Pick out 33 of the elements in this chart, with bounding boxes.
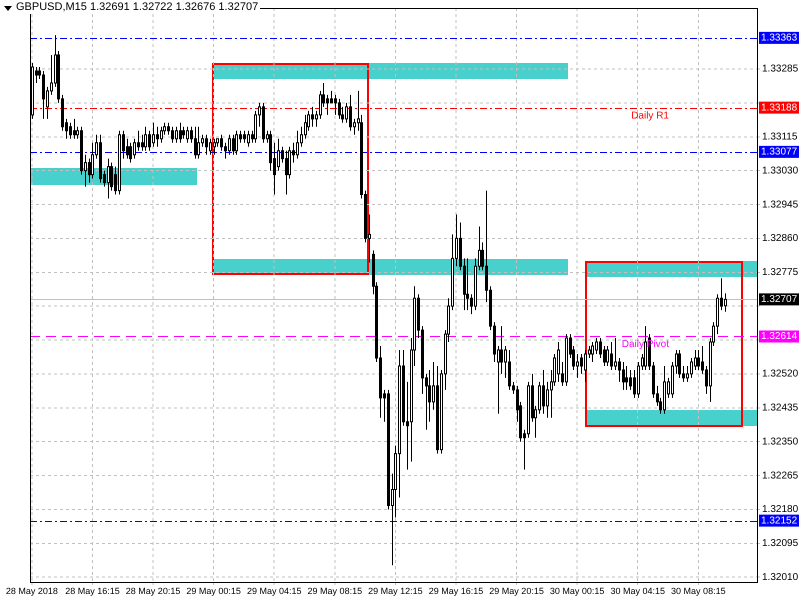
y-tick-label: 1.33030 bbox=[762, 165, 799, 176]
y-tick-label: 1.32775 bbox=[762, 267, 799, 278]
y-tick-label: 1.33285 bbox=[762, 64, 799, 75]
annotation: 1.32707 bbox=[761, 294, 798, 306]
y-tick-label: 1.32435 bbox=[762, 402, 799, 414]
y-tick-label: 1.32265 bbox=[762, 470, 799, 482]
y-tick-label: 1.32945 bbox=[762, 199, 799, 210]
annotation: 1.33188 bbox=[761, 102, 798, 114]
y-tick-label: 1.32010 bbox=[762, 572, 799, 583]
annotation: 1.32614 bbox=[761, 331, 798, 342]
ref-line-label: Daily R1 bbox=[631, 110, 670, 122]
x-tick-label: 28 May 2018 bbox=[6, 586, 58, 596]
annotation: 1.32152 bbox=[761, 515, 798, 526]
y-tick-label: 1.32350 bbox=[762, 436, 799, 448]
x-tick-label: 30 May 00:15 bbox=[550, 586, 604, 596]
x-tick-label: 29 May 00:15 bbox=[186, 586, 241, 596]
x-tick-label: 30 May 04:15 bbox=[610, 586, 665, 596]
annotation: 1.33077 bbox=[761, 146, 798, 158]
y-tick-label: 1.32180 bbox=[762, 504, 799, 516]
x-tick-label: 28 May 16:15 bbox=[65, 586, 120, 596]
x-tick-label: 28 May 20:15 bbox=[126, 586, 180, 596]
x-tick-label: 30 May 08:15 bbox=[671, 586, 726, 596]
y-tick-label: 1.32860 bbox=[762, 233, 799, 244]
y-tick-label: 1.32520 bbox=[762, 368, 799, 380]
y-tick-label: 1.33115 bbox=[762, 132, 798, 142]
annotation: 1.33363 bbox=[761, 32, 798, 44]
x-tick-label: 29 May 20:15 bbox=[489, 586, 544, 596]
y-tick-label: 1.32095 bbox=[762, 538, 799, 550]
chart-title: GBPUSD,M15 1.32691 1.32722 1.32676 1.32707 bbox=[14, 1, 260, 14]
x-tick-label: 29 May 12:15 bbox=[368, 586, 423, 596]
x-tick-label: 29 May 08:15 bbox=[308, 586, 362, 596]
x-tick-label: 29 May 16:15 bbox=[428, 586, 484, 596]
x-tick-label: 29 May 04:15 bbox=[246, 586, 302, 596]
